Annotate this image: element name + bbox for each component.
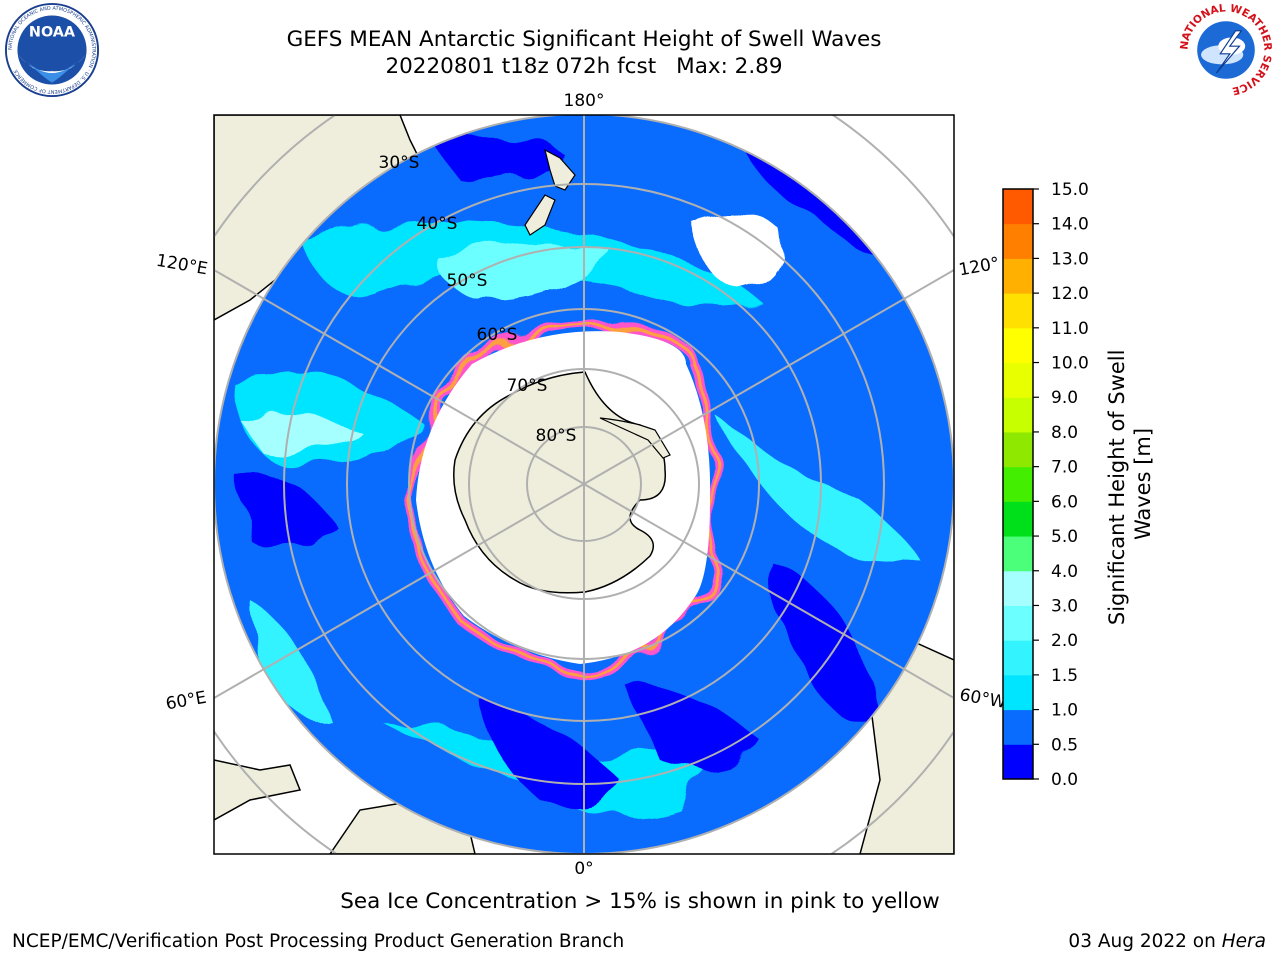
colorbar-tick-label: 1.5 <box>1051 666 1078 686</box>
colorbar-tick-label: 1.0 <box>1051 701 1078 721</box>
antarctica-land <box>453 371 667 594</box>
noaa-logo: NOAA NATIONAL OCEANIC AND ATMOSPHERIC AD… <box>4 2 100 98</box>
colorbar: 0.0 0.5 1.0 1.5 2.0 3.0 4.0 5.0 6.0 7.0 8.0 9.0 10.0… <box>1002 180 1155 790</box>
colorbar-tick-label: 6.0 <box>1051 492 1078 512</box>
colorbar-swatch <box>1003 431 1033 468</box>
colorbar-ticks: 0.0 0.5 1.0 1.5 2.0 3.0 4.0 5.0 6.0 7.0 8.0 9.0 10.0… <box>1033 180 1089 790</box>
colorbar-tick-label: 8.0 <box>1051 423 1078 443</box>
new-zealand-land <box>544 148 576 191</box>
colorbar-swatch <box>1003 327 1033 364</box>
colorbar-swatch <box>1003 223 1033 259</box>
colorbar-tick-label: 3.0 <box>1051 596 1078 616</box>
colorbar-swatch <box>1003 570 1033 606</box>
graticule <box>214 115 954 854</box>
footer-host: Hera <box>1221 931 1266 952</box>
colorbar-frame <box>1002 188 1034 780</box>
colorbar-tick-label: 10.0 <box>1051 354 1089 374</box>
map-subtitle: 20220801 t18z 072h fcst Max: 2.89 <box>184 53 984 81</box>
colorbar-tick-label: 11.0 <box>1051 319 1089 339</box>
lon-label-0: 0° <box>574 859 593 879</box>
colorbar-swatch <box>1003 466 1033 502</box>
colorbar-swatches <box>1003 189 1033 780</box>
colorbar-swatch <box>1003 501 1033 537</box>
colorbar-tick-label: 7.0 <box>1051 458 1078 478</box>
colorbar-swatch <box>1003 744 1033 780</box>
colorbar-tick-label: 0.0 <box>1051 770 1078 790</box>
low-swell-3 <box>770 560 880 722</box>
lat-label-50s: 50°S <box>447 271 488 291</box>
lat-label-40s: 40°S <box>417 214 458 234</box>
swell-band-1-5 <box>440 242 610 300</box>
lat-label-70s: 70°S <box>507 376 548 396</box>
noaa-logo-text: NOAA <box>29 25 76 41</box>
colorbar-tick-label: 12.0 <box>1051 284 1089 304</box>
colorbar-tick-label: 15.0 <box>1051 180 1089 200</box>
colorbar-swatch <box>1003 189 1033 225</box>
lon-label-120e: 120°E <box>155 251 209 280</box>
lon-label-120w: 120° <box>957 254 1001 281</box>
footer-date: 03 Aug 2022 on Hera <box>1068 931 1266 952</box>
colorbar-tick-label: 0.5 <box>1051 735 1078 755</box>
forecast-time: 20220801 t18z 072h fcst <box>385 54 657 79</box>
colorbar-swatch <box>1003 258 1033 294</box>
map-title: GEFS MEAN Antarctic Significant Height o… <box>286 27 882 52</box>
colorbar-tick-label: 14.0 <box>1051 215 1089 235</box>
colorbar-swatch <box>1003 397 1033 433</box>
lat-label-30s: 30°S <box>379 153 420 173</box>
colorbar-swatch <box>1003 536 1033 572</box>
low-swell-6 <box>620 680 760 767</box>
swell-band-1-0-c <box>250 600 330 722</box>
colorbar-swatch <box>1003 640 1033 676</box>
africa-land <box>214 759 302 821</box>
colorbar-swatch <box>1003 674 1033 711</box>
max-value: Max: 2.89 <box>676 54 783 79</box>
lon-label-180: 180° <box>564 91 605 111</box>
low-swell-1 <box>430 136 560 182</box>
new-zealand-land-2 <box>524 194 556 236</box>
colorbar-swatch <box>1003 709 1033 745</box>
meridian-60e-120w <box>214 269 954 699</box>
colorbar-tick-label: 4.0 <box>1051 562 1078 582</box>
swell-band-2-0 <box>240 412 360 453</box>
colorbar-label: Significant Height of Swell Waves [m] <box>1105 343 1155 625</box>
footer-credit: NCEP/EMC/Verification Post Processing Pr… <box>12 931 625 952</box>
lat-label-60s: 60°S <box>477 325 518 345</box>
lat-label-80s: 80°S <box>536 426 577 446</box>
sea-ice-caption: Sea Ice Concentration > 15% is shown in … <box>340 889 940 914</box>
colorbar-tick-label: 5.0 <box>1051 527 1078 547</box>
lon-label-60e: 60°E <box>164 688 208 715</box>
lon-label-60w: 60°W <box>958 685 1008 713</box>
antarctic-peninsula <box>599 417 671 459</box>
colorbar-tick-label: 2.0 <box>1051 631 1078 651</box>
map-frame <box>213 114 955 855</box>
pacific-ice-patch <box>690 212 782 290</box>
nws-logo: NATIONAL WEATHER SERVICE <box>1178 2 1273 96</box>
colorbar-swatch <box>1003 362 1033 398</box>
colorbar-tick-label: 13.0 <box>1051 249 1089 269</box>
colorbar-tick-label: 9.0 <box>1051 388 1078 408</box>
colorbar-swatch <box>1003 293 1033 329</box>
colorbar-swatch <box>1003 605 1033 641</box>
